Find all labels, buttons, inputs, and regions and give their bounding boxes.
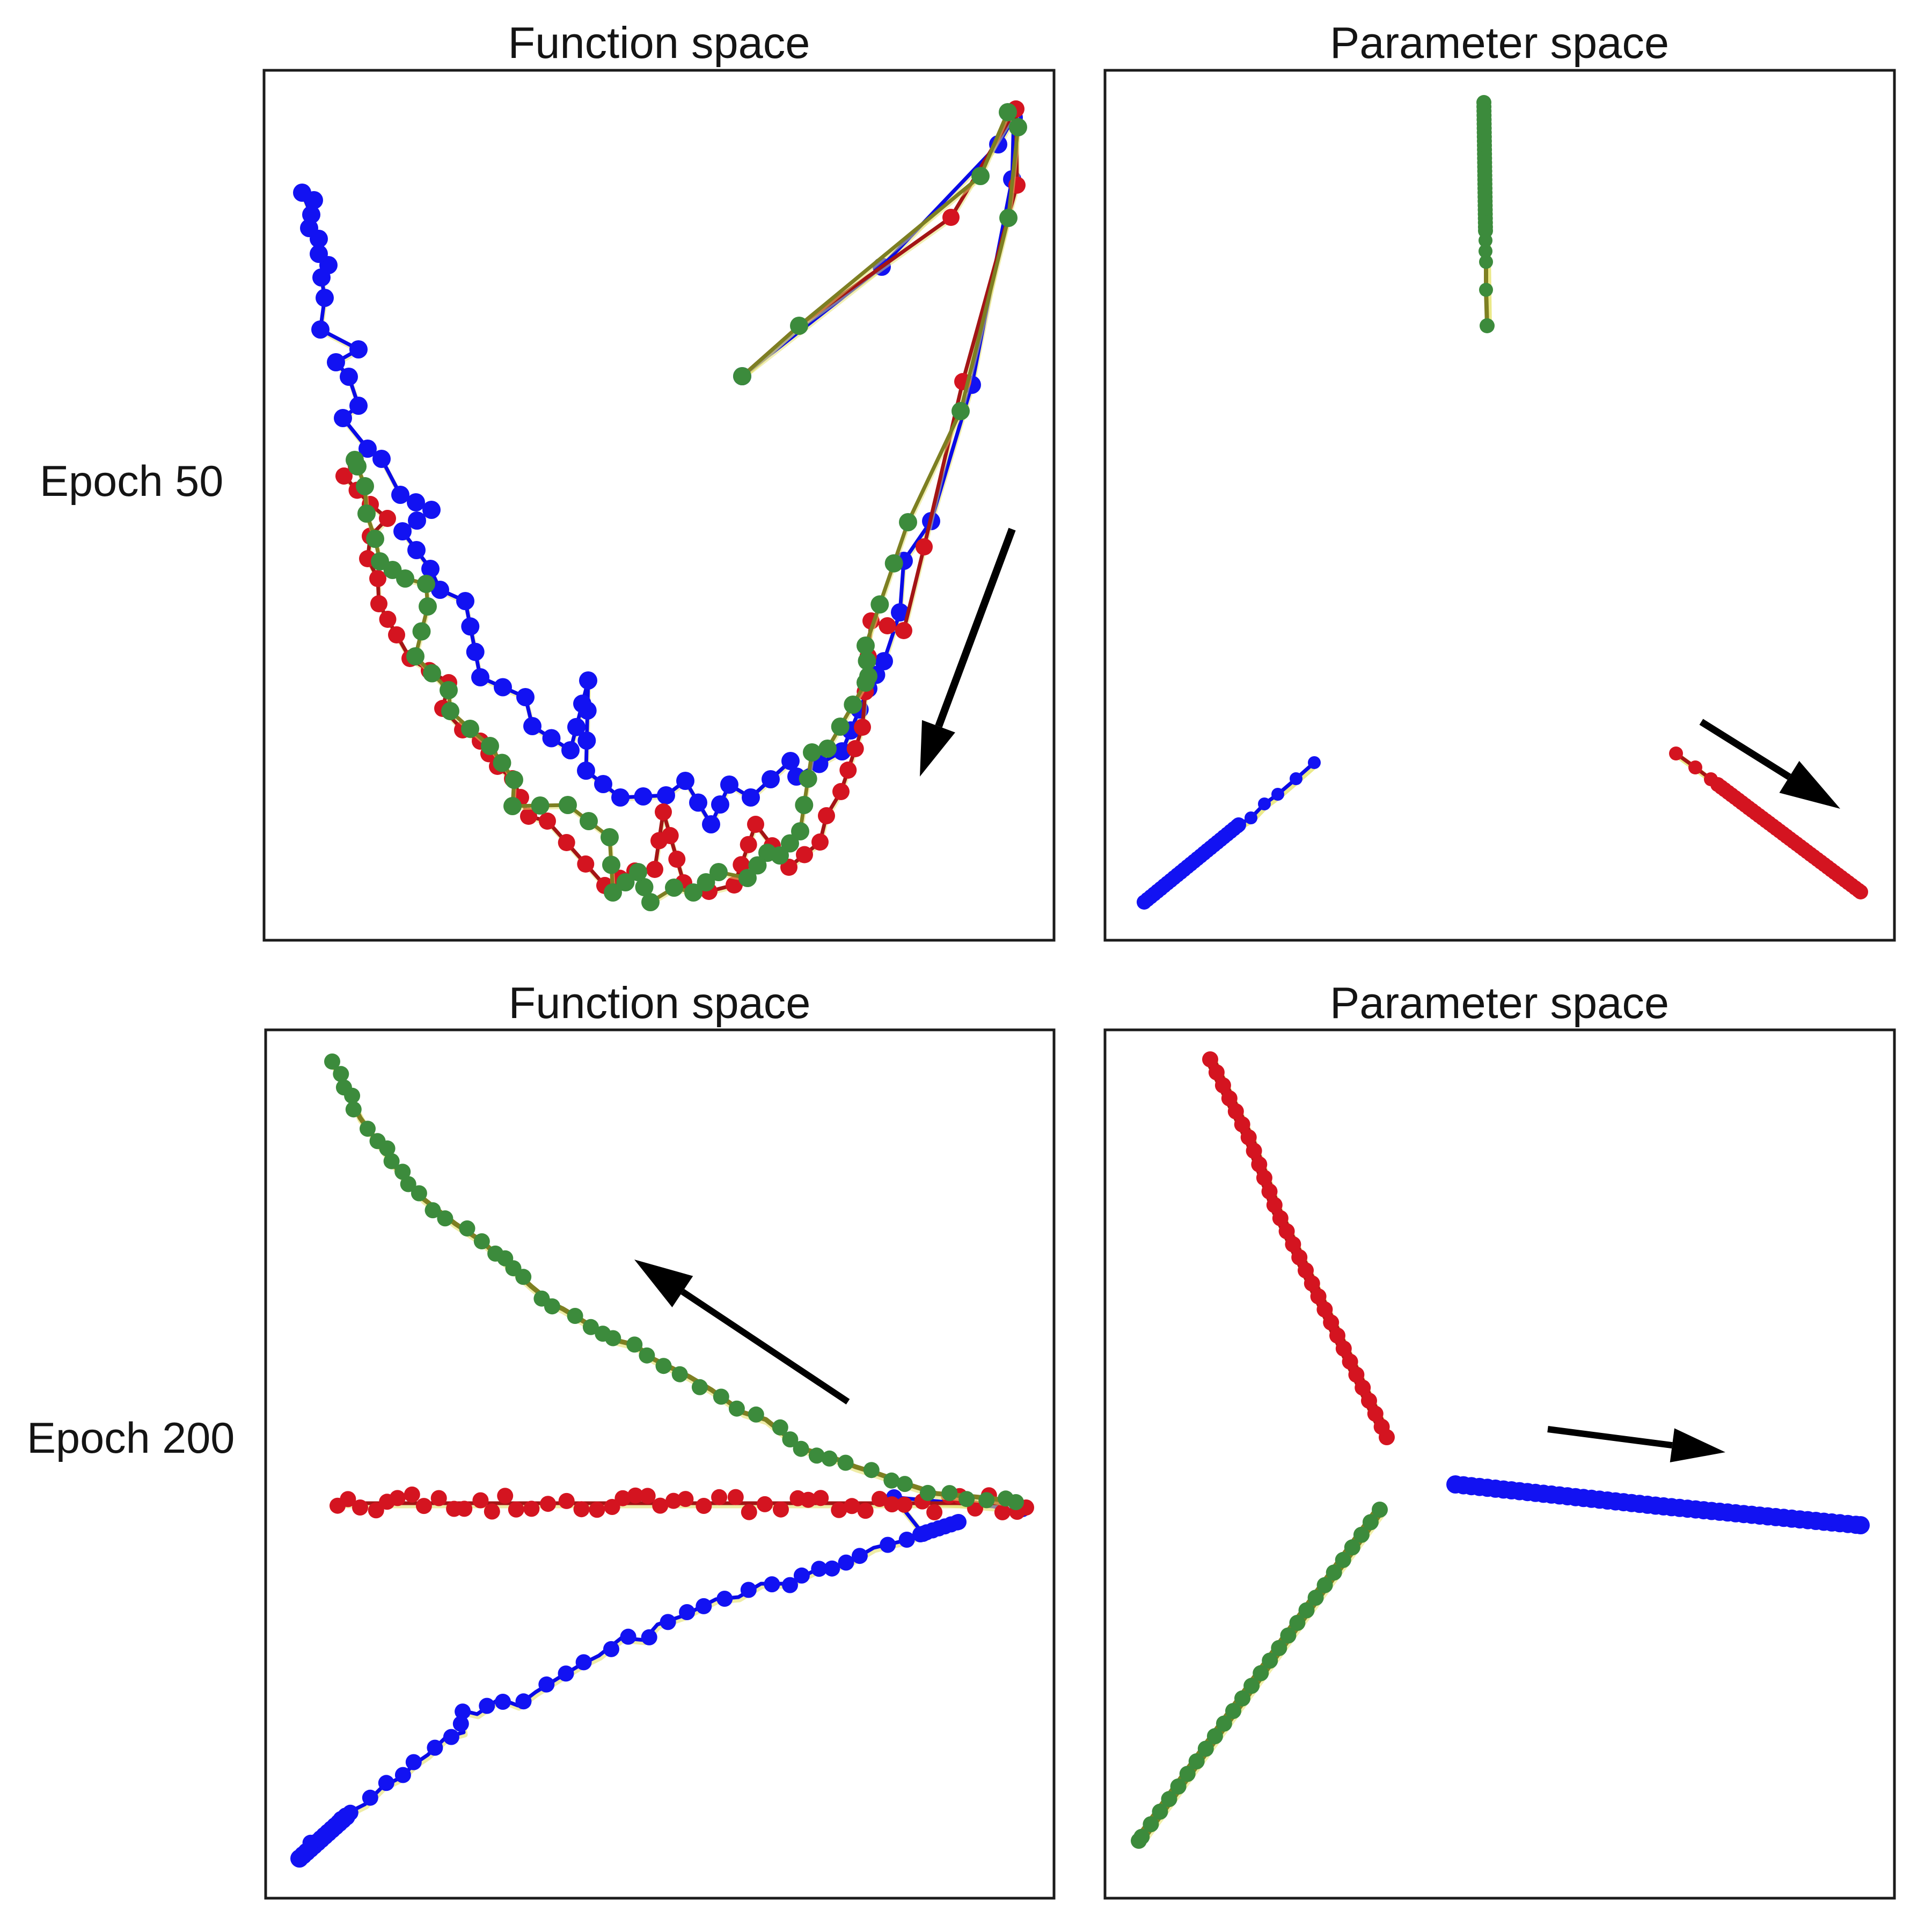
svg-text:Function space: Function space — [509, 978, 811, 1028]
svg-text:Function space: Function space — [508, 18, 810, 68]
svg-text:Parameter space: Parameter space — [1330, 18, 1669, 68]
svg-text:Epoch 200: Epoch 200 — [27, 1414, 235, 1462]
svg-text:Parameter space: Parameter space — [1330, 978, 1669, 1028]
svg-text:Epoch 50: Epoch 50 — [40, 457, 223, 506]
